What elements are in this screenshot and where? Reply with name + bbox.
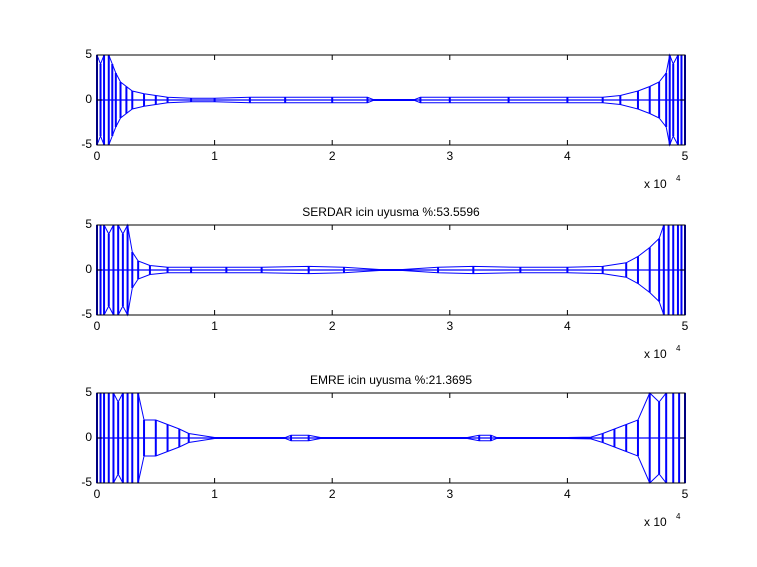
- y-tick-label: -5: [81, 137, 92, 151]
- y-tick-label: 0: [85, 430, 92, 444]
- x-tick-label: 0: [94, 487, 101, 501]
- y-tick-label: -5: [81, 475, 92, 489]
- y-tick-label: 5: [85, 217, 92, 231]
- subplot-title: SERDAR icin uyusma %:53.5596: [302, 205, 480, 219]
- x-exponent-power: 4: [676, 174, 681, 183]
- x-tick-label: 1: [211, 149, 218, 163]
- y-tick-label: 5: [85, 47, 92, 61]
- x-tick-label: 2: [329, 319, 336, 333]
- x-tick-label: 1: [211, 487, 218, 501]
- x-exponent-power: 4: [676, 344, 681, 353]
- signal-lower-envelope: [97, 269, 685, 317]
- signal-upper-envelope: [97, 223, 685, 271]
- x-tick-label: 2: [329, 149, 336, 163]
- y-tick-label: 0: [85, 262, 92, 276]
- x-tick-label: 0: [94, 319, 101, 333]
- x-tick-label: 3: [446, 149, 453, 163]
- x-tick-label: 3: [446, 319, 453, 333]
- x-tick-label: 4: [564, 487, 571, 501]
- x-exponent-base: x 10: [644, 515, 667, 529]
- x-tick-label: 3: [446, 487, 453, 501]
- signal-lower-envelope: [96, 99, 685, 147]
- x-tick-label: 1: [211, 319, 218, 333]
- x-exponent-base: x 10: [644, 347, 667, 361]
- y-tick-label: 5: [85, 385, 92, 399]
- subplot-title: EMRE icin uyusma %:21.3695: [310, 373, 472, 387]
- signal-upper-envelope: [96, 53, 685, 101]
- y-tick-label: 0: [85, 92, 92, 106]
- x-tick-label: 5: [682, 149, 689, 163]
- x-tick-label: 5: [682, 487, 689, 501]
- y-tick-label: -5: [81, 307, 92, 321]
- x-tick-label: 2: [329, 487, 336, 501]
- x-exponent-power: 4: [676, 512, 681, 521]
- x-exponent-base: x 10: [644, 177, 667, 191]
- x-tick-label: 4: [564, 149, 571, 163]
- x-tick-label: 4: [564, 319, 571, 333]
- x-tick-label: 5: [682, 319, 689, 333]
- x-tick-label: 0: [94, 149, 101, 163]
